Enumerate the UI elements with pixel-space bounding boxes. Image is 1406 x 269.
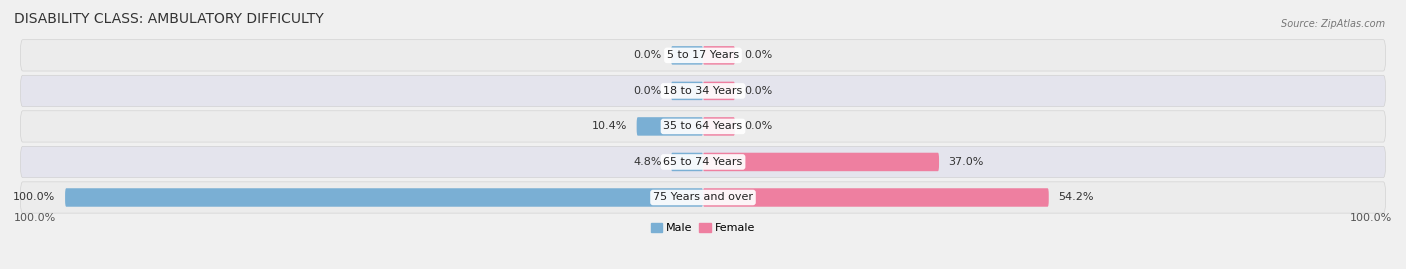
Text: 37.0%: 37.0%: [949, 157, 984, 167]
FancyBboxPatch shape: [21, 40, 1385, 71]
FancyBboxPatch shape: [21, 146, 1385, 178]
FancyBboxPatch shape: [21, 182, 1385, 213]
Text: 0.0%: 0.0%: [744, 50, 773, 60]
Text: 0.0%: 0.0%: [633, 86, 662, 96]
Text: 0.0%: 0.0%: [744, 86, 773, 96]
Text: 5 to 17 Years: 5 to 17 Years: [666, 50, 740, 60]
FancyBboxPatch shape: [703, 188, 1049, 207]
Text: 100.0%: 100.0%: [13, 193, 55, 203]
Legend: Male, Female: Male, Female: [647, 218, 759, 238]
FancyBboxPatch shape: [65, 188, 703, 207]
Text: 0.0%: 0.0%: [633, 50, 662, 60]
Text: 35 to 64 Years: 35 to 64 Years: [664, 121, 742, 132]
Text: 10.4%: 10.4%: [592, 121, 627, 132]
Text: 100.0%: 100.0%: [1350, 213, 1392, 223]
FancyBboxPatch shape: [671, 46, 703, 65]
Text: 100.0%: 100.0%: [14, 213, 56, 223]
Text: Source: ZipAtlas.com: Source: ZipAtlas.com: [1281, 19, 1385, 29]
FancyBboxPatch shape: [671, 153, 703, 171]
Text: 0.0%: 0.0%: [744, 121, 773, 132]
FancyBboxPatch shape: [703, 82, 735, 100]
FancyBboxPatch shape: [703, 153, 939, 171]
Text: DISABILITY CLASS: AMBULATORY DIFFICULTY: DISABILITY CLASS: AMBULATORY DIFFICULTY: [14, 12, 323, 26]
FancyBboxPatch shape: [21, 75, 1385, 107]
FancyBboxPatch shape: [703, 117, 735, 136]
Text: 75 Years and over: 75 Years and over: [652, 193, 754, 203]
FancyBboxPatch shape: [703, 46, 735, 65]
FancyBboxPatch shape: [21, 111, 1385, 142]
Text: 65 to 74 Years: 65 to 74 Years: [664, 157, 742, 167]
Text: 18 to 34 Years: 18 to 34 Years: [664, 86, 742, 96]
FancyBboxPatch shape: [671, 82, 703, 100]
Text: 54.2%: 54.2%: [1059, 193, 1094, 203]
FancyBboxPatch shape: [637, 117, 703, 136]
Text: 4.8%: 4.8%: [633, 157, 662, 167]
